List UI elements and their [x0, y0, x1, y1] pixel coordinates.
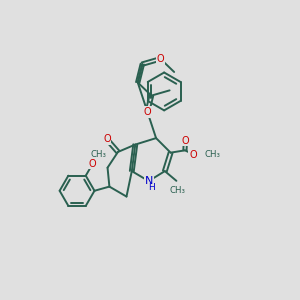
Text: CH₃: CH₃ — [205, 150, 221, 159]
Text: H: H — [148, 183, 155, 192]
Text: CH₃: CH₃ — [169, 186, 185, 195]
Text: O: O — [157, 54, 164, 64]
Text: CH₃: CH₃ — [90, 149, 106, 158]
Text: O: O — [89, 159, 97, 169]
Text: O: O — [103, 134, 111, 144]
Text: N: N — [145, 176, 153, 186]
Text: O: O — [189, 149, 197, 160]
Text: O: O — [143, 107, 151, 117]
Text: O: O — [182, 136, 189, 146]
